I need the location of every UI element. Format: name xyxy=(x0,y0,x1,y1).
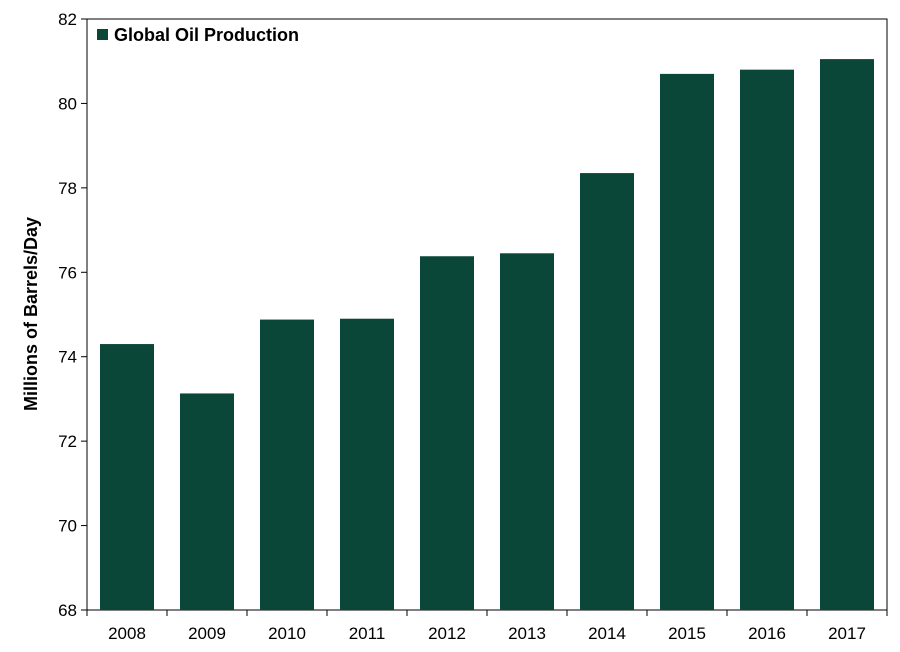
legend: Global Oil Production xyxy=(97,25,299,45)
y-axis-title: Millions of Barrels/Day xyxy=(21,217,41,411)
legend-swatch xyxy=(97,29,108,40)
bar-2011 xyxy=(340,318,394,610)
bars-group xyxy=(100,59,874,611)
x-tick-label-2014: 2014 xyxy=(588,624,626,643)
y-tick-label: 74 xyxy=(58,348,77,367)
bar-2010 xyxy=(260,319,314,610)
y-tick-label: 76 xyxy=(58,263,77,282)
y-tick-label: 70 xyxy=(58,517,77,536)
bar-2016 xyxy=(740,69,794,610)
x-tick-label-2012: 2012 xyxy=(428,624,466,643)
y-tick-label: 78 xyxy=(58,179,77,198)
bar-2012 xyxy=(420,256,474,610)
x-tick-label-2015: 2015 xyxy=(668,624,706,643)
x-axis: 2008 2009 2010 2011 2012 2013 2014 2015 2016 2017 xyxy=(86,610,888,643)
legend-label: Global Oil Production xyxy=(114,25,299,45)
x-tick-label-2009: 2009 xyxy=(188,624,226,643)
x-tick-label-2011: 2011 xyxy=(349,624,386,643)
bar-2008 xyxy=(100,344,154,610)
y-tick-label: 82 xyxy=(58,10,77,29)
y-tick-label: 80 xyxy=(58,94,77,113)
x-tick-label-2013: 2013 xyxy=(508,624,546,643)
bar-2014 xyxy=(580,173,634,610)
x-tick-label-2017: 2017 xyxy=(828,624,866,643)
bar-2009 xyxy=(180,393,234,610)
bar-2017 xyxy=(820,59,874,611)
x-tick-label-2010: 2010 xyxy=(268,624,306,643)
y-axis: 68 70 72 74 76 78 80 82 xyxy=(58,10,87,620)
bar-2015 xyxy=(660,73,714,610)
y-tick-label: 68 xyxy=(58,601,77,620)
y-tick-label: 72 xyxy=(58,432,77,451)
bar-2013 xyxy=(500,253,554,611)
x-tick-label-2008: 2008 xyxy=(108,624,146,643)
x-tick-label-2016: 2016 xyxy=(748,624,786,643)
